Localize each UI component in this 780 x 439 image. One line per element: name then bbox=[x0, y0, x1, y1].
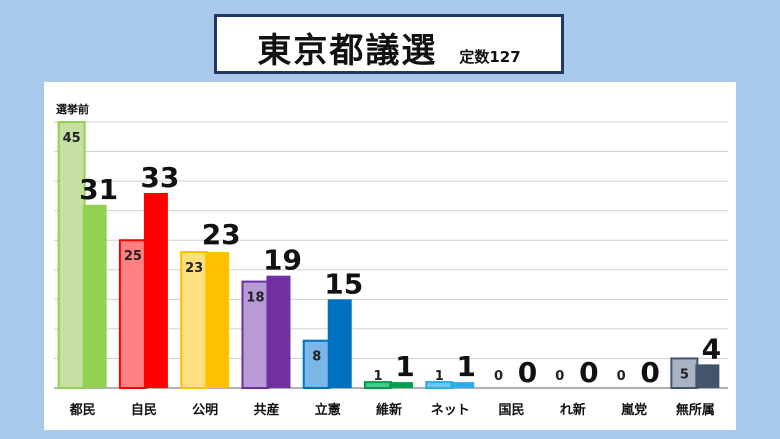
data-label-after: 0 bbox=[579, 356, 598, 389]
data-label-after: 23 bbox=[202, 218, 241, 251]
data-label-after: 0 bbox=[640, 356, 659, 389]
data-label-before: 1 bbox=[435, 369, 444, 384]
data-label-before: 5 bbox=[680, 367, 689, 382]
bar-after bbox=[143, 192, 168, 388]
data-label-before: 0 bbox=[555, 369, 564, 384]
title-box: 東京都議選 定数127 bbox=[214, 14, 564, 74]
bar-after bbox=[266, 275, 291, 388]
category-label: ネット bbox=[431, 403, 470, 418]
category-label: 立憲 bbox=[315, 402, 341, 418]
data-label-before: 23 bbox=[185, 261, 203, 276]
data-label-before: 18 bbox=[246, 291, 264, 306]
data-label-after: 33 bbox=[140, 161, 179, 194]
data-label-after: 15 bbox=[324, 267, 363, 300]
data-label-before: 25 bbox=[124, 249, 142, 264]
data-label-before: 45 bbox=[63, 131, 81, 146]
category-label: 自民 bbox=[131, 402, 157, 418]
category-label: れ新 bbox=[560, 402, 586, 418]
data-label-after: 1 bbox=[395, 350, 414, 383]
category-label: 公明 bbox=[192, 403, 218, 418]
category-label: 嵐党 bbox=[620, 402, 647, 418]
data-label-before: 0 bbox=[617, 369, 626, 384]
bar-after bbox=[695, 364, 720, 388]
bar-after bbox=[327, 299, 352, 388]
bar-after bbox=[389, 382, 413, 388]
bar-before bbox=[180, 251, 209, 389]
bar-after bbox=[205, 252, 230, 388]
chart-title: 東京都議選 bbox=[257, 31, 438, 71]
bar-after bbox=[82, 204, 107, 388]
data-label-before: 8 bbox=[312, 350, 321, 365]
bar-before bbox=[302, 339, 331, 390]
bar-before bbox=[241, 280, 270, 390]
data-label-after: 31 bbox=[79, 173, 118, 206]
category-label: 無所属 bbox=[676, 402, 715, 418]
category-label: 共産 bbox=[253, 402, 279, 418]
category-label: 国民 bbox=[499, 403, 525, 418]
data-label-after: 19 bbox=[263, 244, 302, 277]
bar-before bbox=[57, 121, 86, 389]
category-label: 維新 bbox=[376, 402, 402, 418]
before-election-label: 選挙前 bbox=[56, 102, 89, 116]
data-label-after: 4 bbox=[702, 332, 721, 365]
category-label: 都民 bbox=[69, 402, 96, 418]
chart-subtitle: 定数127 bbox=[459, 48, 521, 66]
data-label-before: 1 bbox=[373, 369, 382, 384]
data-label-after: 0 bbox=[518, 356, 537, 389]
chart-panel: 選挙前 45 31 都民 25 33 自民 23 23 公明 18 19 共産 8 15 立憲 1 1 維新 1 1 ネッ… bbox=[44, 82, 736, 430]
data-label-before: 0 bbox=[494, 369, 503, 384]
bar-after bbox=[450, 382, 475, 388]
data-label-after: 1 bbox=[457, 350, 476, 383]
